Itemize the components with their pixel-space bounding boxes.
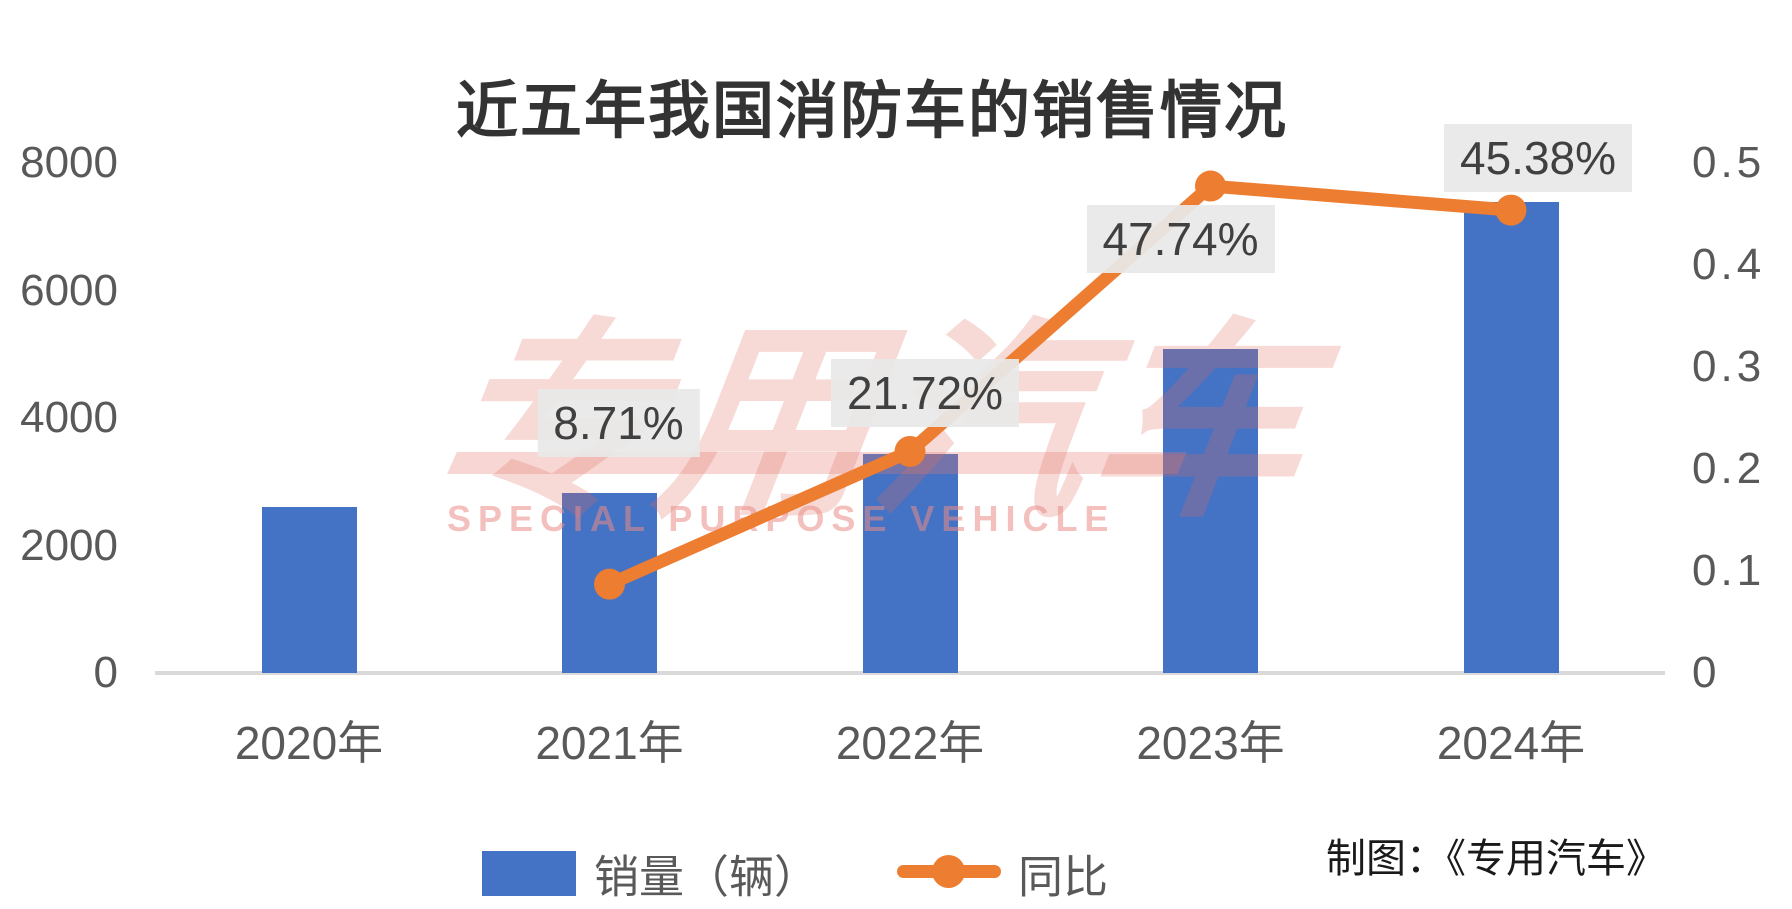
x-axis-label: 2020年 — [234, 717, 384, 769]
y-axis-left-tick: 8000 — [20, 138, 118, 187]
watermark-en-text: SPECIAL PURPOSE VEHICLE — [447, 498, 1116, 539]
sales-bar — [562, 492, 657, 673]
sales-bar — [261, 507, 357, 673]
y-axis-right-tick: 0.1 — [1692, 546, 1766, 595]
x-axis-label: 2022年 — [835, 717, 985, 769]
yoy-data-label: 21.72% — [830, 359, 1020, 428]
x-axis-line — [155, 671, 1665, 675]
yoy-data-label: 45.38% — [1443, 124, 1633, 193]
yoy-marker — [1195, 170, 1226, 202]
x-axis-label: 2023年 — [1136, 717, 1285, 769]
y-axis-right-tick: 0 — [1692, 648, 1721, 697]
legend-line-marker — [932, 855, 965, 888]
chart-title: 近五年我国消防车的销售情况 — [455, 77, 1289, 146]
y-axis-left-tick: 0 — [93, 648, 118, 697]
yoy-data-label: 47.74% — [1086, 205, 1275, 274]
y-axis-left-tick: 6000 — [20, 265, 118, 315]
y-axis-left-tick: 2000 — [20, 520, 118, 570]
legend-line-label: 同比 — [1018, 851, 1109, 903]
sales-bar — [1463, 201, 1559, 673]
legend-bar-swatch — [482, 851, 576, 896]
x-axis-label: 2024年 — [1436, 717, 1586, 769]
legend-bar-label: 销量（辆） — [594, 851, 820, 903]
x-axis-label: 2021年 — [535, 717, 684, 769]
yoy-data-label: 8.71% — [537, 389, 700, 458]
sales-bar — [1163, 348, 1258, 673]
yoy-line — [603, 179, 1518, 591]
y-axis-left-tick: 4000 — [20, 393, 118, 442]
y-axis-right-tick: 0.2 — [1692, 444, 1766, 493]
y-axis-right-tick: 0.5 — [1692, 138, 1766, 187]
y-axis-right-tick: 0.3 — [1692, 342, 1766, 391]
sales-bar — [862, 453, 958, 673]
y-axis-right-tick: 0.4 — [1692, 240, 1766, 289]
credit-text: 制图：《专用汽车》 — [1326, 836, 1666, 881]
